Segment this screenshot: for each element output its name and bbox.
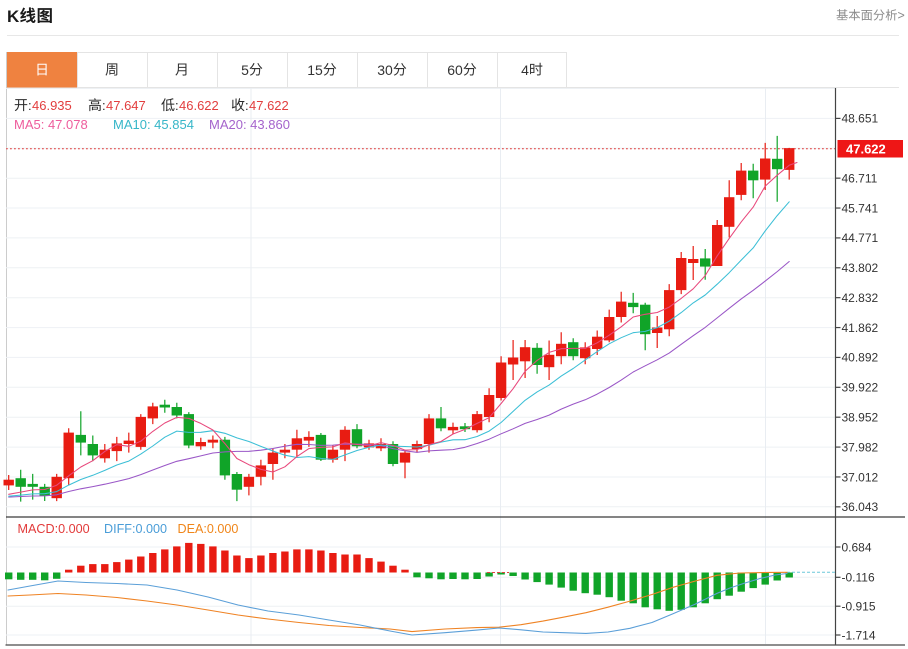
svg-text:47.622: 47.622 xyxy=(249,98,289,113)
svg-text:5: 5 xyxy=(241,62,249,78)
svg-text:36.043: 36.043 xyxy=(842,500,879,514)
svg-text:38.952: 38.952 xyxy=(842,411,879,425)
svg-text:47.647: 47.647 xyxy=(106,98,146,113)
svg-text:48.651: 48.651 xyxy=(842,112,879,126)
svg-text:-1.714: -1.714 xyxy=(842,628,876,642)
svg-text::: : xyxy=(102,98,106,113)
svg-text:MA5: 47.078: MA5: 47.078 xyxy=(14,117,88,132)
svg-text:40.892: 40.892 xyxy=(842,351,879,365)
svg-text:DEA:0.000: DEA:0.000 xyxy=(178,522,239,536)
svg-text:47.622: 47.622 xyxy=(846,142,886,157)
svg-text:42.832: 42.832 xyxy=(842,291,879,305)
svg-text:46.935: 46.935 xyxy=(32,98,72,113)
svg-text:K: K xyxy=(7,7,20,26)
svg-text:>: > xyxy=(898,9,905,23)
svg-text:4: 4 xyxy=(521,62,529,78)
svg-text:MA20: 43.860: MA20: 43.860 xyxy=(209,117,290,132)
svg-text:60: 60 xyxy=(447,62,463,78)
svg-text::: : xyxy=(245,98,249,113)
svg-text:46.711: 46.711 xyxy=(842,171,878,185)
svg-text:44.771: 44.771 xyxy=(842,231,879,245)
svg-text:15: 15 xyxy=(307,62,323,78)
svg-text:45.741: 45.741 xyxy=(842,201,879,215)
svg-text:39.922: 39.922 xyxy=(842,381,879,395)
svg-text:DIFF:0.000: DIFF:0.000 xyxy=(104,522,167,536)
svg-text:46.622: 46.622 xyxy=(179,98,219,113)
svg-text:MA10: 45.854: MA10: 45.854 xyxy=(113,117,194,132)
svg-text:-0.116: -0.116 xyxy=(842,571,875,585)
svg-text:37.982: 37.982 xyxy=(842,440,879,454)
svg-text:-0.915: -0.915 xyxy=(842,600,876,614)
svg-text:30: 30 xyxy=(377,62,393,78)
svg-text:37.012: 37.012 xyxy=(842,470,879,484)
svg-text:MACD:0.000: MACD:0.000 xyxy=(18,522,90,536)
svg-text:0.684: 0.684 xyxy=(842,540,872,554)
svg-text:43.802: 43.802 xyxy=(842,261,879,275)
svg-text::: : xyxy=(28,98,32,113)
svg-text:41.862: 41.862 xyxy=(842,321,879,335)
svg-text::: : xyxy=(175,98,179,113)
